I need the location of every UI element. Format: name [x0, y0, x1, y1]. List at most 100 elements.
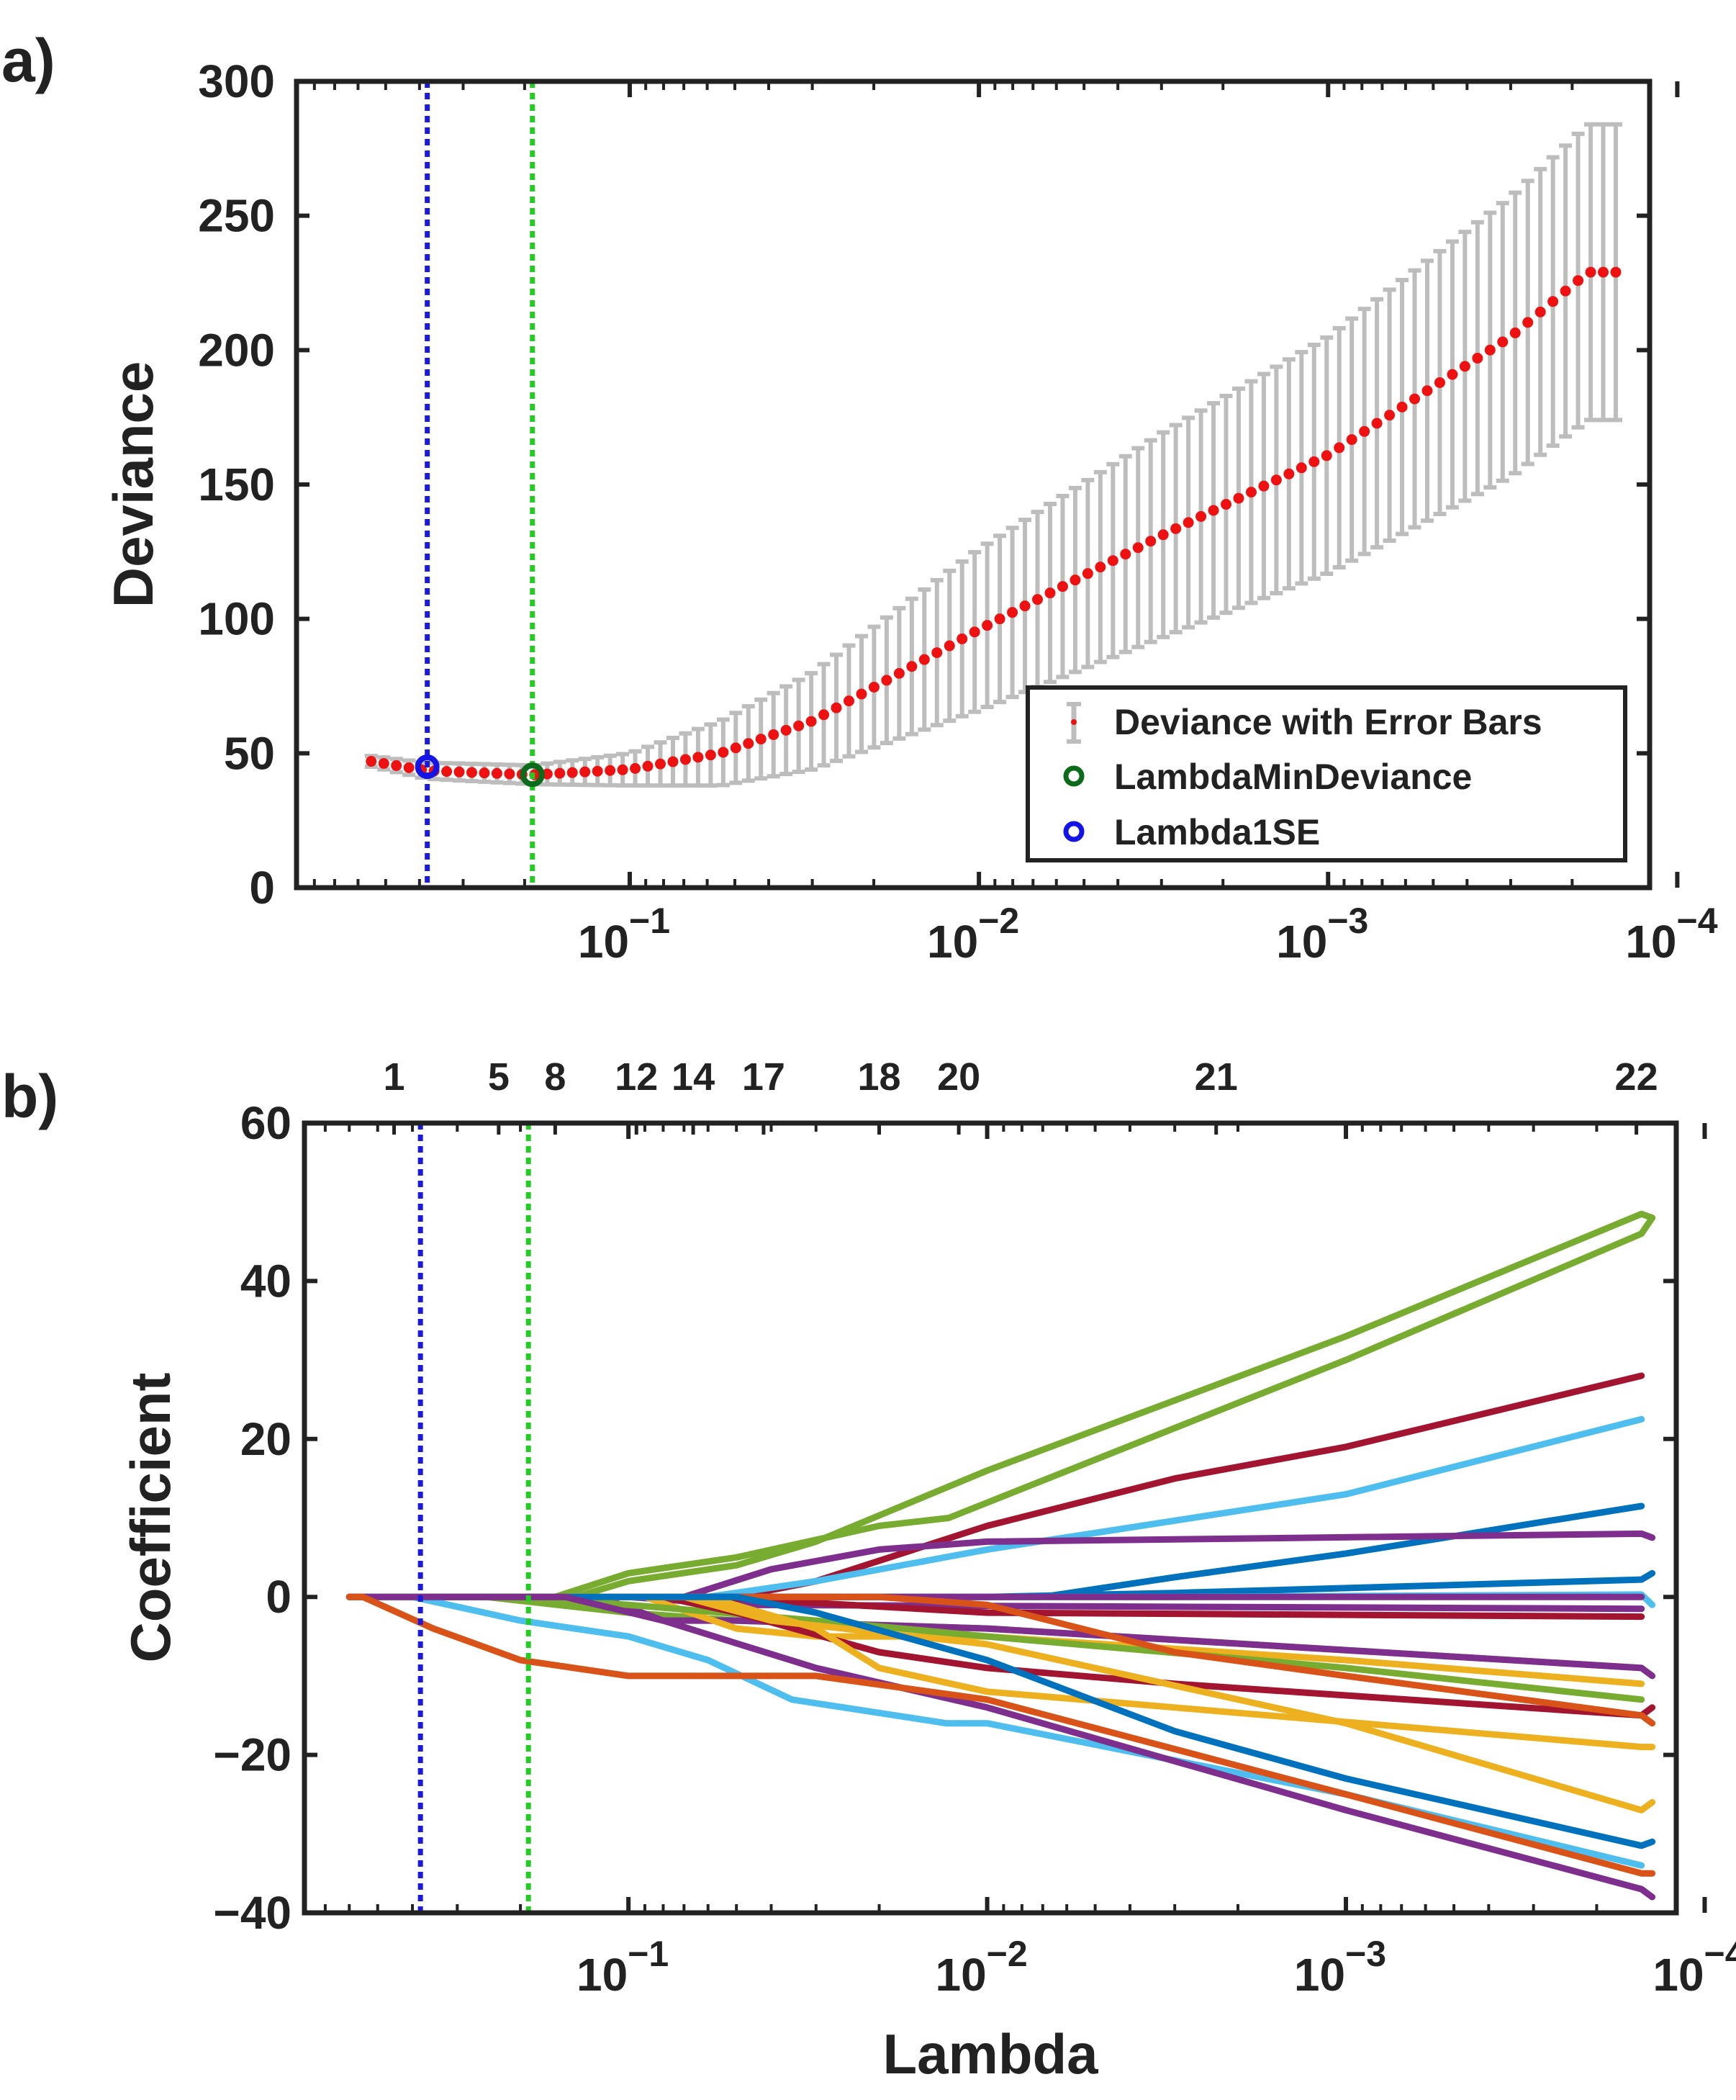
lambda-min-marker — [520, 762, 545, 788]
x-tick-label: 10−3 — [1276, 901, 1368, 968]
deviance-point — [944, 640, 955, 652]
legend-label-deviance: Deviance with Error Bars — [1114, 702, 1542, 742]
count-label: 21 — [1195, 1055, 1238, 1099]
deviance-point — [1396, 401, 1408, 413]
deviance-point — [579, 766, 591, 778]
deviance-chart: 0 50 100 150 200 250 300 10−1 10−2 10−3 10−4 Devi… — [101, 55, 1718, 968]
deviance-point — [566, 767, 578, 778]
deviance-point — [856, 688, 867, 700]
deviance-point — [1484, 344, 1496, 356]
coefficient-chart: −40 −20 0 20 40 60 10−1 10−2 10−3 10−4 1 5 8 12 14 17… — [119, 1055, 1736, 2086]
deviance-point — [1459, 361, 1470, 372]
deviance-point — [743, 738, 754, 749]
deviance-point — [1509, 327, 1521, 338]
coefficient-paths — [345, 1210, 1656, 1901]
deviance-point — [982, 620, 993, 631]
y-tick-label: 50 — [224, 727, 275, 779]
legend-curve-dot — [1071, 719, 1077, 725]
deviance-point — [642, 760, 654, 772]
deviance-curve — [366, 266, 1622, 780]
deviance-point — [592, 765, 603, 777]
count-label: 20 — [937, 1055, 980, 1099]
deviance-point — [818, 709, 830, 721]
x-tick-label: 10−2 — [935, 1934, 1027, 2001]
deviance-point — [479, 767, 490, 779]
deviance-point — [366, 756, 377, 767]
deviance-point — [1421, 385, 1433, 397]
deviance-point — [730, 742, 741, 754]
deviance-point — [441, 766, 453, 778]
deviance-point — [1120, 549, 1131, 560]
deviance-point — [1497, 336, 1509, 348]
deviance-point — [906, 661, 918, 672]
x-tick-label: 10−3 — [1294, 1934, 1386, 2001]
count-label: 17 — [742, 1055, 785, 1099]
x-axis-label: Lambda — [882, 2022, 1098, 2086]
deviance-point — [605, 765, 616, 776]
deviance-point — [1371, 418, 1383, 429]
y-tick-label: 60 — [240, 1097, 291, 1149]
deviance-point — [918, 654, 930, 665]
count-label: 12 — [615, 1055, 658, 1099]
deviance-point — [1082, 568, 1093, 580]
legend-label-lambda-min: LambdaMinDeviance — [1114, 757, 1472, 797]
deviance-point — [969, 626, 980, 638]
coefficient-path — [345, 1415, 1645, 1600]
y-axis: −40 −20 0 20 40 60 — [213, 1097, 1676, 1939]
deviance-point — [805, 716, 817, 727]
deviance-point — [994, 613, 1005, 625]
deviance-point — [1032, 594, 1044, 605]
count-label: 8 — [544, 1055, 566, 1099]
deviance-point — [679, 754, 691, 765]
y-axis: 0 50 100 150 200 250 300 — [198, 55, 1650, 914]
deviance-point — [1409, 393, 1421, 405]
panel-b-label: b) — [1, 1063, 58, 1130]
deviance-point — [893, 667, 905, 679]
deviance-point — [1560, 285, 1571, 297]
coefficient-path — [345, 1593, 1656, 1727]
deviance-point — [931, 647, 943, 659]
deviance-point — [844, 695, 855, 707]
deviance-point — [868, 681, 880, 693]
deviance-point — [780, 724, 792, 736]
deviance-point — [1057, 581, 1068, 592]
y-tick-label: 100 — [198, 593, 275, 645]
deviance-point — [1132, 542, 1144, 554]
deviance-point — [541, 768, 553, 780]
deviance-point — [1107, 555, 1118, 567]
y-axis-label: Coefficient — [119, 1372, 182, 1662]
deviance-point — [1447, 369, 1458, 380]
deviance-point — [1346, 434, 1357, 446]
deviance-point — [403, 762, 415, 773]
y-tick-label: 0 — [249, 862, 275, 914]
deviance-point — [1258, 480, 1270, 492]
lambda-1se-marker — [415, 754, 440, 779]
legend-1se-marker — [1063, 821, 1085, 842]
deviance-point — [831, 702, 842, 713]
deviance-point — [1245, 487, 1257, 498]
deviance-point — [881, 675, 892, 686]
deviance-point — [1308, 456, 1320, 467]
coefficient-path — [345, 1593, 1656, 1751]
deviance-point — [1334, 442, 1345, 454]
deviance-point — [491, 767, 502, 779]
y-axis-label: Deviance — [101, 361, 165, 608]
deviance-point — [1321, 450, 1332, 461]
coefficient-path — [345, 1215, 1656, 1600]
deviance-point — [453, 766, 465, 778]
deviance-point — [466, 767, 477, 778]
x-tick-label: 10−1 — [577, 1934, 669, 2001]
deviance-point — [1070, 574, 1081, 586]
x-tick-label: 10−2 — [927, 901, 1019, 968]
deviance-point — [718, 747, 729, 758]
deviance-point — [793, 720, 805, 731]
legend-label-lambda-1se: Lambda1SE — [1114, 812, 1320, 852]
deviance-point — [1522, 317, 1534, 328]
y-tick-label: 250 — [198, 190, 275, 242]
panel-a-label: a) — [1, 27, 55, 94]
deviance-point — [378, 757, 389, 769]
deviance-point — [755, 734, 767, 745]
deviance-point — [667, 756, 679, 767]
deviance-point — [1233, 492, 1244, 504]
deviance-point — [655, 758, 666, 770]
